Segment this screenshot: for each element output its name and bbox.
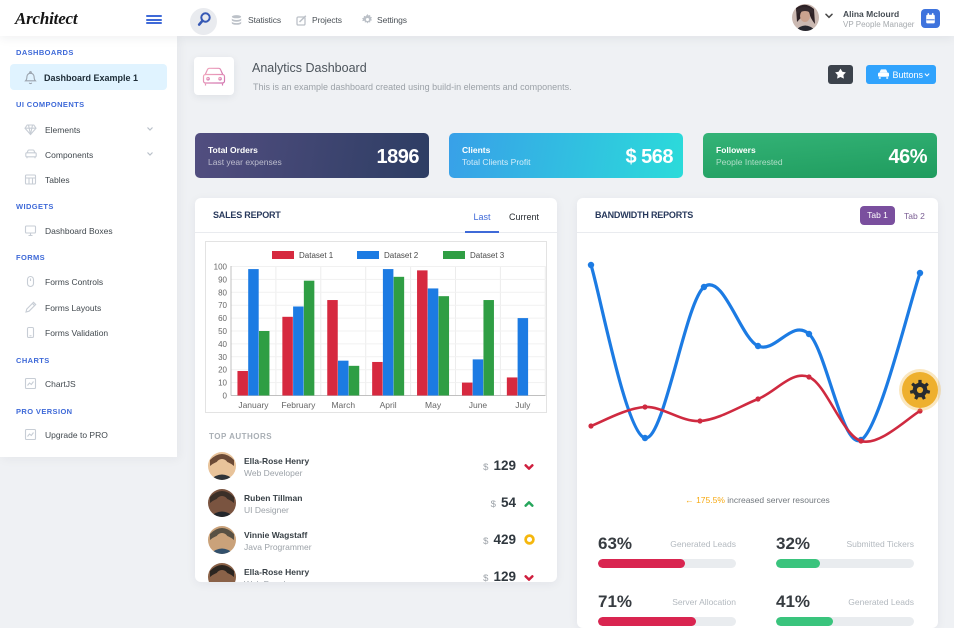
svg-text:60: 60 — [218, 314, 227, 323]
svg-text:July: July — [515, 400, 531, 410]
svg-text:March: March — [331, 400, 355, 410]
svg-text:January: January — [238, 400, 269, 410]
svg-text:Dataset 3: Dataset 3 — [470, 251, 505, 260]
svg-text:April: April — [380, 400, 397, 410]
svg-text:February: February — [281, 400, 316, 410]
svg-text:0: 0 — [223, 392, 228, 401]
svg-text:10: 10 — [218, 379, 227, 388]
svg-text:80: 80 — [218, 288, 227, 297]
svg-text:50: 50 — [218, 327, 227, 336]
svg-text:100: 100 — [214, 263, 228, 272]
svg-text:Dataset 1: Dataset 1 — [299, 251, 334, 260]
svg-text:40: 40 — [218, 340, 227, 349]
svg-text:30: 30 — [218, 353, 227, 362]
svg-text:Dataset 2: Dataset 2 — [384, 251, 419, 260]
svg-text:May: May — [425, 400, 442, 410]
svg-text:June: June — [469, 400, 488, 410]
svg-text:70: 70 — [218, 301, 227, 310]
svg-text:20: 20 — [218, 366, 227, 375]
svg-text:90: 90 — [218, 275, 227, 284]
